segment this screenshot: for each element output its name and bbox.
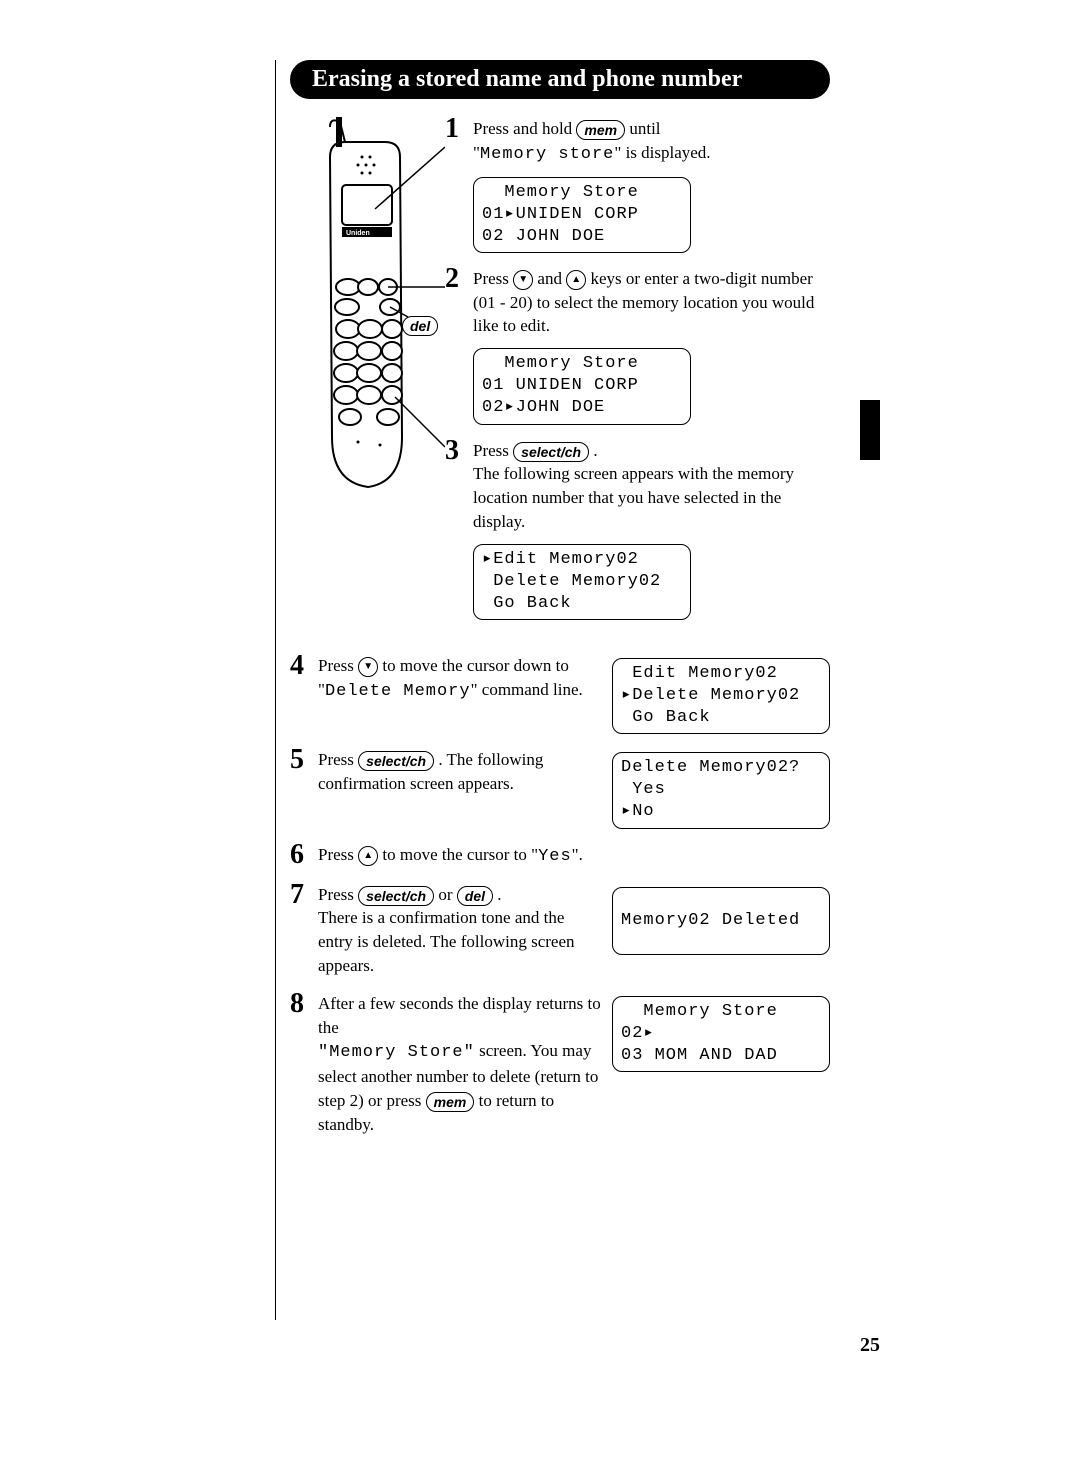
up-arrow-icon: ▲ <box>566 270 586 290</box>
text: After a few seconds the display returns … <box>318 994 601 1037</box>
text: to move the cursor to " <box>382 845 538 864</box>
text: ". <box>572 845 583 864</box>
step-1: 1 Press and hold mem until "Memory store… <box>445 117 830 253</box>
text-mono: Delete Memory <box>325 682 471 701</box>
text: There is a confirmation tone and the ent… <box>318 908 575 975</box>
vertical-divider <box>275 60 276 1320</box>
step-number: 4 <box>290 652 318 680</box>
step-7: 7 Press select/ch or del . There is a co… <box>290 883 830 978</box>
step-number: 2 <box>445 265 473 293</box>
text: Press <box>318 750 358 769</box>
text: " is displayed. <box>614 143 710 162</box>
lcd-screen-4: Edit Memory02 ▸Delete Memory02 Go Back <box>612 658 830 734</box>
text: " <box>473 143 480 162</box>
step-4: 4 Press ▼ to move the cursor down to "De… <box>290 654 830 734</box>
text: Press <box>473 441 513 460</box>
mem-button-icon: mem <box>576 120 625 140</box>
text-mono: Memory store <box>480 145 614 164</box>
step-text: After a few seconds the display returns … <box>318 992 602 1137</box>
phone-illustration: Uniden <box>290 117 445 522</box>
step-text: Press select/ch or del . There is a conf… <box>318 883 602 978</box>
step-number: 1 <box>445 115 473 143</box>
select-ch-button-icon: select/ch <box>358 751 434 771</box>
lcd-screen-7: Memory02 Deleted <box>612 887 830 955</box>
step-text: Press ▼ and ▲ keys or enter a two-digit … <box>473 267 830 338</box>
text: Press and hold <box>473 119 576 138</box>
text: Press <box>318 656 358 675</box>
step-text: Press ▲ to move the cursor to "Yes". <box>318 843 830 869</box>
step-text: Press and hold mem until "Memory store" … <box>473 117 830 167</box>
text: " command line. <box>471 680 583 699</box>
text-mono: "Memory Store" <box>318 1043 475 1062</box>
step-6: 6 Press ▲ to move the cursor to "Yes". <box>290 843 830 869</box>
text: The following screen appears with the me… <box>473 464 794 531</box>
text: or <box>438 885 456 904</box>
del-label-icon: del <box>402 316 438 336</box>
up-arrow-icon: ▲ <box>358 846 378 866</box>
lcd-screen-2: Memory Store 01 UNIDEN CORP 02▸JOHN DOE <box>473 348 691 424</box>
page-number: 25 <box>860 1334 880 1357</box>
step-8: 8 After a few seconds the display return… <box>290 992 830 1137</box>
del-button-icon: del <box>457 886 493 906</box>
down-arrow-icon: ▼ <box>358 657 378 677</box>
svg-text:Uniden: Uniden <box>346 230 370 237</box>
section-header: Erasing a stored name and phone number <box>290 60 830 99</box>
step-3: 3 Press select/ch . The following screen… <box>445 439 830 620</box>
step-text: Press select/ch . The following confirma… <box>318 748 602 796</box>
lcd-screen-1: Memory Store 01▸UNIDEN CORP 02 JOHN DOE <box>473 177 691 253</box>
select-ch-button-icon: select/ch <box>513 442 589 462</box>
step-number: 7 <box>290 881 318 909</box>
text: . <box>593 441 597 460</box>
text: Press <box>318 845 358 864</box>
step-number: 8 <box>290 990 318 1018</box>
text: . <box>497 885 501 904</box>
step-number: 3 <box>445 437 473 465</box>
step-number: 6 <box>290 841 318 869</box>
step-5: 5 Press select/ch . The following confir… <box>290 748 830 828</box>
lcd-screen-3: ▸Edit Memory02 Delete Memory02 Go Back <box>473 544 691 620</box>
text: until <box>629 119 660 138</box>
step-text: Press ▼ to move the cursor down to "Dele… <box>318 654 602 704</box>
step-2: 2 Press ▼ and ▲ keys or enter a two-digi… <box>445 267 830 425</box>
lcd-screen-8: Memory Store 02▸ 03 MOM AND DAD <box>612 996 830 1072</box>
step-text: Press select/ch . The following screen a… <box>473 439 830 534</box>
mem-button-icon: mem <box>426 1092 475 1112</box>
text: Press <box>473 269 513 288</box>
page-content: Erasing a stored name and phone number U… <box>290 60 830 1151</box>
select-ch-button-icon: select/ch <box>358 886 434 906</box>
side-tab <box>860 400 880 460</box>
text-mono: Yes <box>538 847 572 866</box>
text: and <box>537 269 566 288</box>
down-arrow-icon: ▼ <box>513 270 533 290</box>
text: Press <box>318 885 358 904</box>
step-number: 5 <box>290 746 318 774</box>
lcd-screen-5: Delete Memory02? Yes ▸No <box>612 752 830 828</box>
